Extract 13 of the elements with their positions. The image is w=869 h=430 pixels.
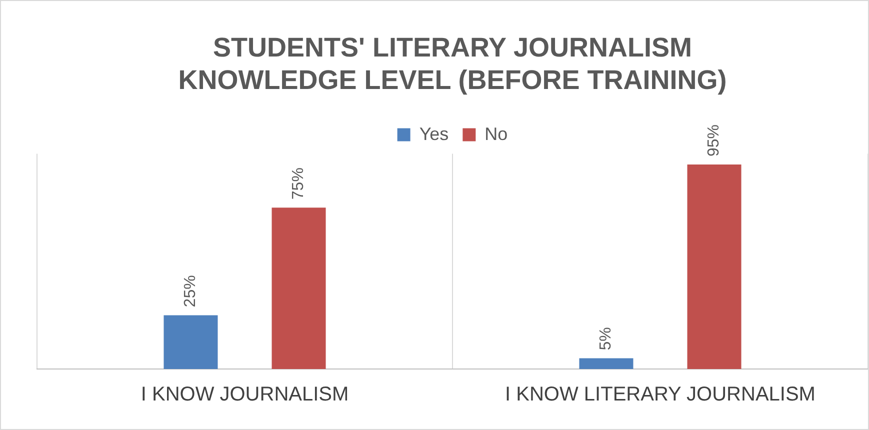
bar xyxy=(164,315,218,369)
bar xyxy=(687,164,742,369)
x-tick-label: I KNOW JOURNALISM xyxy=(140,384,349,406)
bar xyxy=(579,358,634,369)
legend-label: Yes xyxy=(419,124,449,144)
data-label: 95% xyxy=(706,124,723,157)
data-label: 75% xyxy=(290,168,308,200)
legend-label: No xyxy=(484,124,508,144)
bar xyxy=(272,208,326,369)
x-tick-label: I KNOW LITERARY JOURNALISM xyxy=(505,384,816,406)
chart-title: STUDENTS' LITERARY JOURNALISM KNOWLEDGE LEVEL (BEFORE TRAINING) xyxy=(178,32,727,96)
data-label: 5% xyxy=(598,327,615,350)
data-label: 25% xyxy=(182,275,200,308)
